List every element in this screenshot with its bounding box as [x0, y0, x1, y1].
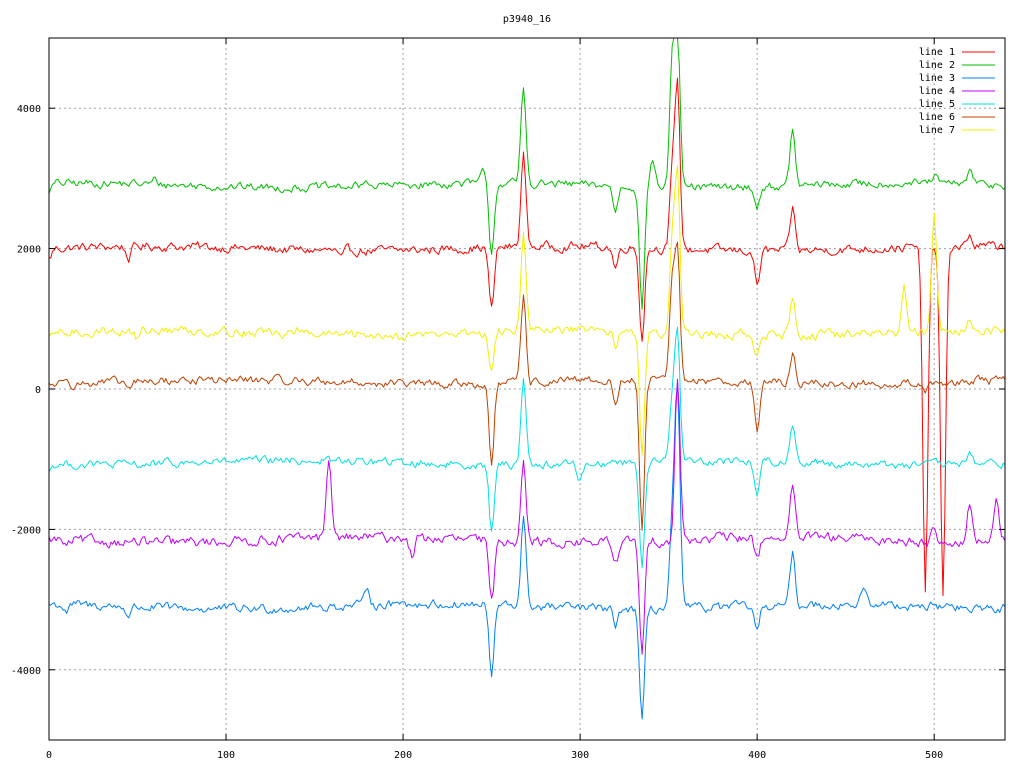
legend-label: line 3 — [919, 73, 955, 84]
axis-ticks: 0 100 200 300 400 500 -4000 -2000 0 2000 4000 — [11, 38, 1005, 761]
series-line-6 — [48, 241, 1006, 531]
series-line-3 — [48, 381, 1006, 720]
legend: line 1 line 2 line 3 line 4 line 5 line 6 line… — [919, 47, 995, 136]
y-tick-label: 0 — [35, 385, 41, 396]
x-tick-label: 0 — [46, 750, 52, 761]
x-tick-label: 300 — [571, 750, 589, 761]
series-line-5 — [48, 326, 1006, 569]
series-line-4 — [48, 378, 1006, 655]
y-tick-label: -4000 — [11, 666, 41, 677]
y-tick-label: -2000 — [11, 525, 41, 536]
series-line-2 — [48, 37, 1006, 310]
chart-title: p3940_16 — [503, 14, 551, 25]
x-tick-label: 100 — [217, 750, 235, 761]
series-layer — [48, 37, 1006, 720]
x-tick-label: 200 — [394, 750, 412, 761]
legend-label: line 5 — [919, 99, 955, 110]
x-tick-label: 400 — [748, 750, 766, 761]
y-tick-label: 2000 — [17, 245, 41, 256]
legend-label: line 1 — [919, 47, 955, 58]
y-tick-label: 4000 — [17, 104, 41, 115]
legend-label: line 2 — [919, 60, 955, 71]
series-line-7 — [48, 164, 1006, 456]
legend-label: line 6 — [919, 112, 955, 123]
legend-label: line 4 — [919, 86, 955, 97]
series-line-1 — [48, 77, 1006, 597]
legend-label: line 7 — [919, 125, 955, 136]
x-tick-label: 500 — [925, 750, 943, 761]
